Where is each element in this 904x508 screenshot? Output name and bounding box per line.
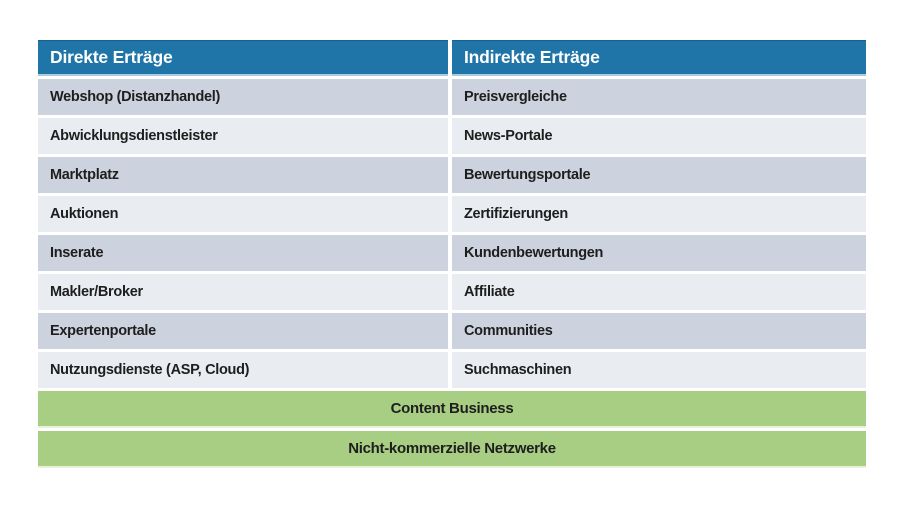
table-cell-marktplatz: Marktplatz (38, 157, 448, 193)
column-header-direkte-ertraege: Direkte Erträge (38, 40, 448, 76)
span-row-nicht-kommerzielle-netzwerke: Nicht-kommerzielle Netzwerke (38, 431, 866, 468)
table-cell-preisvergleiche: Preisvergleiche (452, 79, 866, 115)
table-cell-affiliate: Affiliate (452, 274, 866, 310)
table-cell-kundenbewertungen: Kundenbewertungen (452, 235, 866, 271)
table-cell-nutzungsdienste: Nutzungsdienste (ASP, Cloud) (38, 352, 448, 388)
table-cell-abwicklungsdienstleister: Abwicklungsdienstleister (38, 118, 448, 154)
table-cell-inserate: Inserate (38, 235, 448, 271)
table-cell-expertenportale: Expertenportale (38, 313, 448, 349)
table-cell-communities: Communities (452, 313, 866, 349)
table-cell-zertifizierungen: Zertifizierungen (452, 196, 866, 232)
column-header-indirekte-ertraege: Indirekte Erträge (452, 40, 866, 76)
table-cell-bewertungsportale: Bewertungsportale (452, 157, 866, 193)
table-cell-suchmaschinen: Suchmaschinen (452, 352, 866, 388)
table-cell-auktionen: Auktionen (38, 196, 448, 232)
table-cell-makler-broker: Makler/Broker (38, 274, 448, 310)
span-row-content-business: Content Business (38, 391, 866, 428)
revenue-types-table: Direkte Erträge Indirekte Erträge Websho… (38, 40, 866, 468)
table-cell-news-portale: News-Portale (452, 118, 866, 154)
table-cell-webshop: Webshop (Distanzhandel) (38, 79, 448, 115)
